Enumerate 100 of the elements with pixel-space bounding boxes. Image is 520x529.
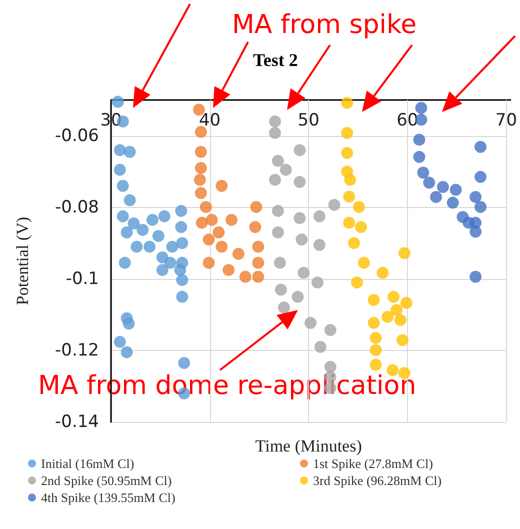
point — [417, 166, 430, 179]
point — [314, 340, 326, 353]
point — [292, 290, 304, 303]
point — [368, 316, 380, 329]
point — [175, 221, 188, 234]
point — [212, 226, 225, 238]
point — [176, 274, 188, 286]
point — [120, 346, 133, 358]
point — [196, 216, 208, 229]
point — [413, 134, 426, 146]
point — [396, 334, 408, 346]
point — [152, 230, 164, 242]
point — [178, 356, 190, 369]
point — [413, 150, 426, 163]
point — [370, 358, 382, 371]
point — [144, 240, 156, 253]
legend-label: 3rd Spike (96.28mM Cl) — [313, 473, 442, 488]
point — [304, 316, 317, 329]
point — [176, 237, 188, 250]
legend-label: 1st Spike (27.8mM Cl) — [313, 456, 433, 471]
point — [343, 216, 356, 229]
point — [216, 180, 228, 192]
point — [175, 204, 188, 217]
x-tick-label: 70 — [495, 110, 518, 130]
point — [252, 256, 264, 269]
point — [294, 176, 306, 188]
point — [269, 115, 281, 128]
point — [344, 174, 356, 186]
point — [430, 190, 442, 203]
point — [194, 146, 207, 158]
point — [354, 221, 367, 234]
point — [128, 217, 140, 230]
point — [118, 256, 131, 269]
point — [470, 270, 482, 283]
legend-label: Initial (16mM Cl) — [41, 456, 134, 471]
point — [400, 296, 412, 309]
point — [272, 226, 284, 238]
point — [390, 304, 403, 316]
point — [348, 237, 360, 250]
point — [130, 240, 143, 253]
point — [114, 336, 126, 348]
x-tick-label: 50 — [298, 110, 320, 130]
point — [120, 226, 133, 238]
point — [470, 190, 482, 203]
x-tick-label: 40 — [198, 110, 221, 130]
point — [269, 174, 281, 186]
point — [358, 256, 370, 269]
point — [202, 234, 215, 246]
point — [394, 314, 406, 326]
y-tick-label: -0.12 — [55, 340, 99, 360]
point — [341, 96, 354, 109]
point — [311, 276, 324, 288]
point — [272, 204, 284, 217]
point — [156, 264, 168, 276]
point — [298, 266, 310, 279]
point — [226, 214, 238, 226]
point — [352, 200, 365, 213]
legend-label: 2nd Spike (50.95mM Cl) — [41, 473, 172, 488]
point — [294, 144, 306, 156]
y-tick-label: -0.06 — [55, 126, 99, 146]
point — [239, 270, 252, 283]
point — [376, 266, 389, 279]
point — [474, 140, 486, 153]
point — [202, 256, 215, 269]
point — [124, 146, 136, 158]
point — [368, 294, 380, 306]
point — [158, 210, 170, 222]
point — [351, 276, 363, 288]
point — [294, 212, 306, 224]
point — [194, 126, 207, 138]
point — [415, 102, 428, 114]
point — [474, 200, 486, 213]
point — [341, 146, 354, 159]
point — [124, 194, 136, 206]
point — [324, 360, 336, 373]
point — [166, 240, 178, 253]
point — [176, 290, 188, 303]
point — [222, 264, 235, 276]
point — [278, 302, 290, 314]
point — [382, 310, 394, 323]
point — [146, 214, 158, 226]
point — [423, 176, 436, 189]
y-tick-label: -0.08 — [55, 197, 99, 218]
text: MA from spike — [232, 10, 417, 40]
point — [252, 270, 264, 283]
point — [462, 216, 475, 229]
y-tick-label: -0.14 — [55, 412, 99, 432]
point — [116, 210, 129, 222]
point — [174, 264, 186, 276]
point — [112, 96, 124, 108]
point — [250, 200, 262, 213]
point — [398, 247, 410, 260]
point — [274, 284, 287, 296]
point — [249, 221, 262, 234]
point — [136, 224, 149, 236]
point — [446, 196, 459, 209]
point — [216, 240, 228, 253]
point — [269, 126, 281, 139]
point — [450, 184, 462, 196]
y-tick-label: -0.1 — [66, 268, 99, 289]
